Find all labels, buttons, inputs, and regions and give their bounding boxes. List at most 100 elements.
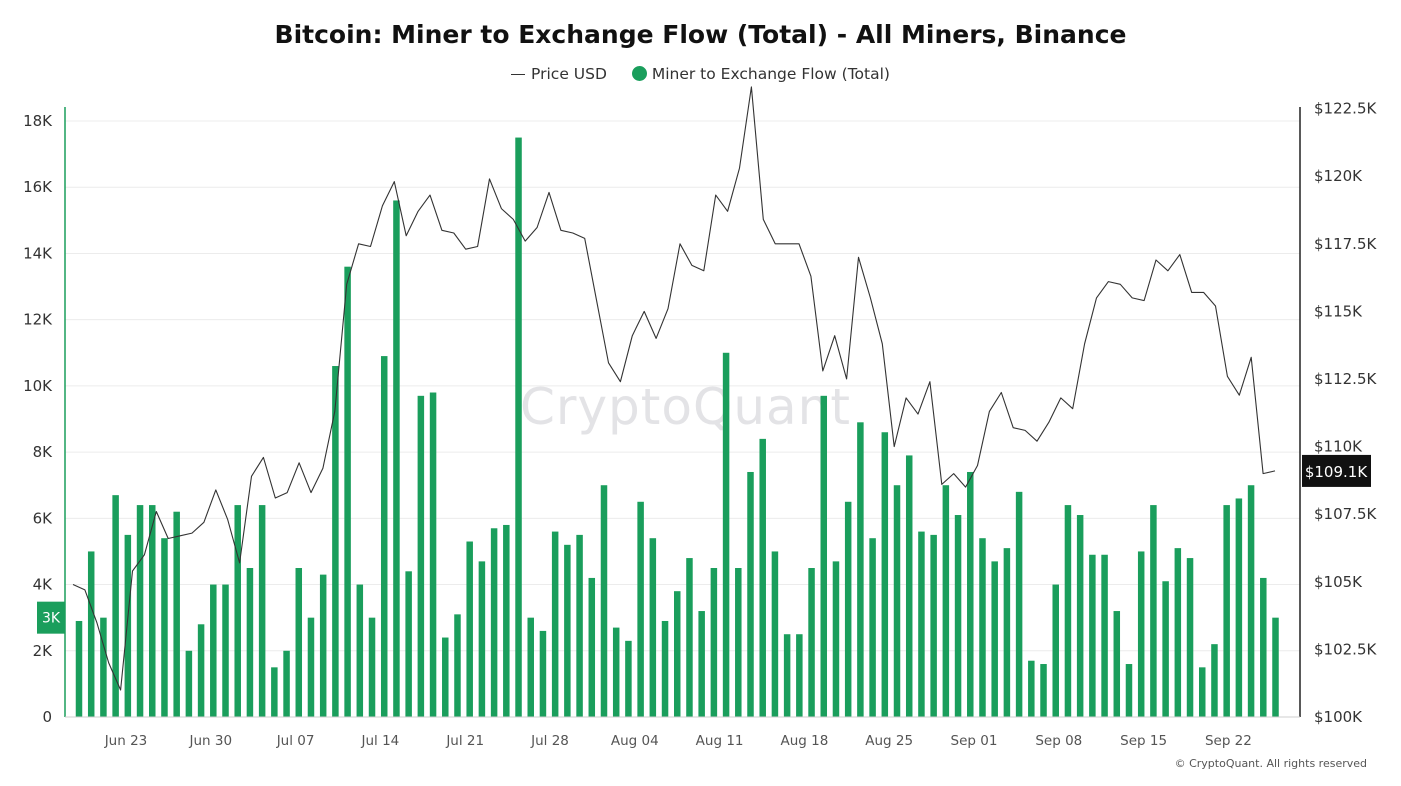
flow-bar[interactable] bbox=[515, 137, 522, 718]
flow-bar[interactable] bbox=[1150, 505, 1157, 717]
flow-bar[interactable] bbox=[783, 634, 791, 717]
flow-bar[interactable] bbox=[1162, 581, 1169, 717]
flow-bar[interactable] bbox=[307, 617, 315, 717]
legend-item-price[interactable]: Price USD bbox=[511, 65, 607, 83]
flow-bar[interactable] bbox=[930, 534, 937, 717]
flow-bar[interactable] bbox=[771, 551, 779, 717]
flow-bar[interactable] bbox=[576, 534, 583, 717]
flow-bar[interactable] bbox=[149, 505, 156, 717]
flow-bar[interactable] bbox=[661, 620, 669, 717]
flow-bar[interactable] bbox=[1076, 515, 1084, 717]
flow-bar[interactable] bbox=[1015, 491, 1023, 717]
flow-bar[interactable] bbox=[1125, 664, 1133, 717]
flow-bar[interactable] bbox=[124, 534, 132, 717]
flow-bar[interactable] bbox=[869, 538, 876, 717]
flow-bar[interactable] bbox=[319, 574, 327, 717]
flow-bar[interactable] bbox=[991, 561, 998, 717]
flow-bar[interactable] bbox=[905, 455, 913, 717]
flow-bar[interactable] bbox=[1272, 617, 1279, 717]
flow-bar[interactable] bbox=[1040, 664, 1047, 717]
flow-bar[interactable] bbox=[173, 511, 180, 717]
flow-bar[interactable] bbox=[490, 528, 498, 717]
flow-bar[interactable] bbox=[405, 571, 412, 717]
flow-bar[interactable] bbox=[844, 501, 852, 717]
flow-bar[interactable] bbox=[808, 568, 815, 717]
flow-bar[interactable] bbox=[234, 505, 241, 717]
flow-bar[interactable] bbox=[332, 366, 339, 717]
flow-bar[interactable] bbox=[1003, 548, 1011, 717]
flow-bar[interactable] bbox=[1223, 505, 1230, 717]
flow-bar[interactable] bbox=[1113, 611, 1121, 717]
flow-bar[interactable] bbox=[832, 561, 840, 717]
flow-bar[interactable] bbox=[539, 630, 547, 717]
flow-bar[interactable] bbox=[564, 544, 571, 717]
flow-bar[interactable] bbox=[857, 422, 864, 717]
flow-bar[interactable] bbox=[1052, 584, 1059, 717]
flow-bar[interactable] bbox=[429, 392, 437, 717]
flow-bar[interactable] bbox=[612, 627, 620, 717]
flow-bar[interactable] bbox=[112, 495, 119, 717]
flow-bar[interactable] bbox=[1247, 485, 1255, 717]
flow-bar[interactable] bbox=[1186, 558, 1194, 717]
flow-bar[interactable] bbox=[967, 471, 974, 717]
flow-bar[interactable] bbox=[283, 650, 290, 717]
flow-bar[interactable] bbox=[100, 617, 107, 717]
flow-bar[interactable] bbox=[1235, 498, 1243, 717]
flow-bar[interactable] bbox=[87, 551, 95, 717]
flow-bar[interactable] bbox=[1174, 548, 1182, 717]
flow-bar[interactable] bbox=[356, 584, 364, 717]
flow-bar[interactable] bbox=[527, 617, 534, 717]
flow-bar[interactable] bbox=[588, 577, 596, 717]
flow-bar[interactable] bbox=[210, 584, 217, 717]
flow-bar[interactable] bbox=[442, 637, 449, 717]
flow-bar[interactable] bbox=[246, 568, 254, 717]
flow-bar[interactable] bbox=[417, 395, 425, 717]
flow-bar[interactable] bbox=[295, 568, 303, 717]
flow-bar[interactable] bbox=[185, 650, 193, 717]
flow-bar[interactable] bbox=[649, 538, 657, 717]
flow-bar[interactable] bbox=[881, 432, 889, 717]
flow-bar[interactable] bbox=[1089, 554, 1096, 717]
flow-bar[interactable] bbox=[368, 617, 376, 717]
flow-bar[interactable] bbox=[698, 611, 705, 717]
legend-item-flow[interactable]: Miner to Exchange Flow (Total) bbox=[631, 65, 890, 83]
flow-bar[interactable] bbox=[478, 561, 486, 717]
flow-bar[interactable] bbox=[759, 438, 766, 717]
flow-bar[interactable] bbox=[393, 200, 400, 717]
flow-bar[interactable] bbox=[1064, 505, 1072, 717]
flow-bar[interactable] bbox=[222, 584, 229, 717]
flow-bar[interactable] bbox=[979, 538, 986, 717]
flow-bar[interactable] bbox=[1101, 554, 1108, 717]
flow-bar[interactable] bbox=[1211, 644, 1218, 717]
flow-bar[interactable] bbox=[136, 505, 144, 717]
flow-bar[interactable] bbox=[942, 485, 950, 717]
flow-bar[interactable] bbox=[747, 471, 754, 717]
flow-bar[interactable] bbox=[161, 538, 168, 717]
flow-bar[interactable] bbox=[674, 591, 681, 717]
flow-bar[interactable] bbox=[1260, 577, 1267, 717]
flow-bar[interactable] bbox=[75, 620, 83, 717]
flow-bar[interactable] bbox=[344, 266, 351, 717]
flow-bar[interactable] bbox=[551, 531, 559, 717]
price-line[interactable] bbox=[72, 86, 1276, 691]
flow-bar[interactable] bbox=[954, 515, 962, 717]
flow-bar[interactable] bbox=[197, 624, 205, 717]
flow-bar[interactable] bbox=[1137, 551, 1145, 717]
flow-bar[interactable] bbox=[466, 541, 473, 717]
flow-bar[interactable] bbox=[722, 352, 730, 717]
flow-bar[interactable] bbox=[1198, 667, 1206, 717]
flow-bar[interactable] bbox=[735, 568, 742, 717]
flow-bar[interactable] bbox=[625, 640, 632, 717]
flow-bar[interactable] bbox=[600, 485, 608, 717]
flow-bar[interactable] bbox=[918, 531, 925, 717]
flow-bar[interactable] bbox=[1028, 660, 1035, 717]
flow-bar[interactable] bbox=[820, 395, 828, 717]
flow-bar[interactable] bbox=[710, 568, 718, 717]
flow-bar[interactable] bbox=[637, 501, 644, 717]
flow-bar[interactable] bbox=[796, 634, 803, 717]
flow-bar[interactable] bbox=[380, 356, 388, 717]
flow-bar[interactable] bbox=[454, 614, 461, 717]
flow-bar[interactable] bbox=[258, 505, 266, 717]
flow-bar[interactable] bbox=[271, 667, 278, 717]
flow-bar[interactable] bbox=[893, 485, 901, 717]
